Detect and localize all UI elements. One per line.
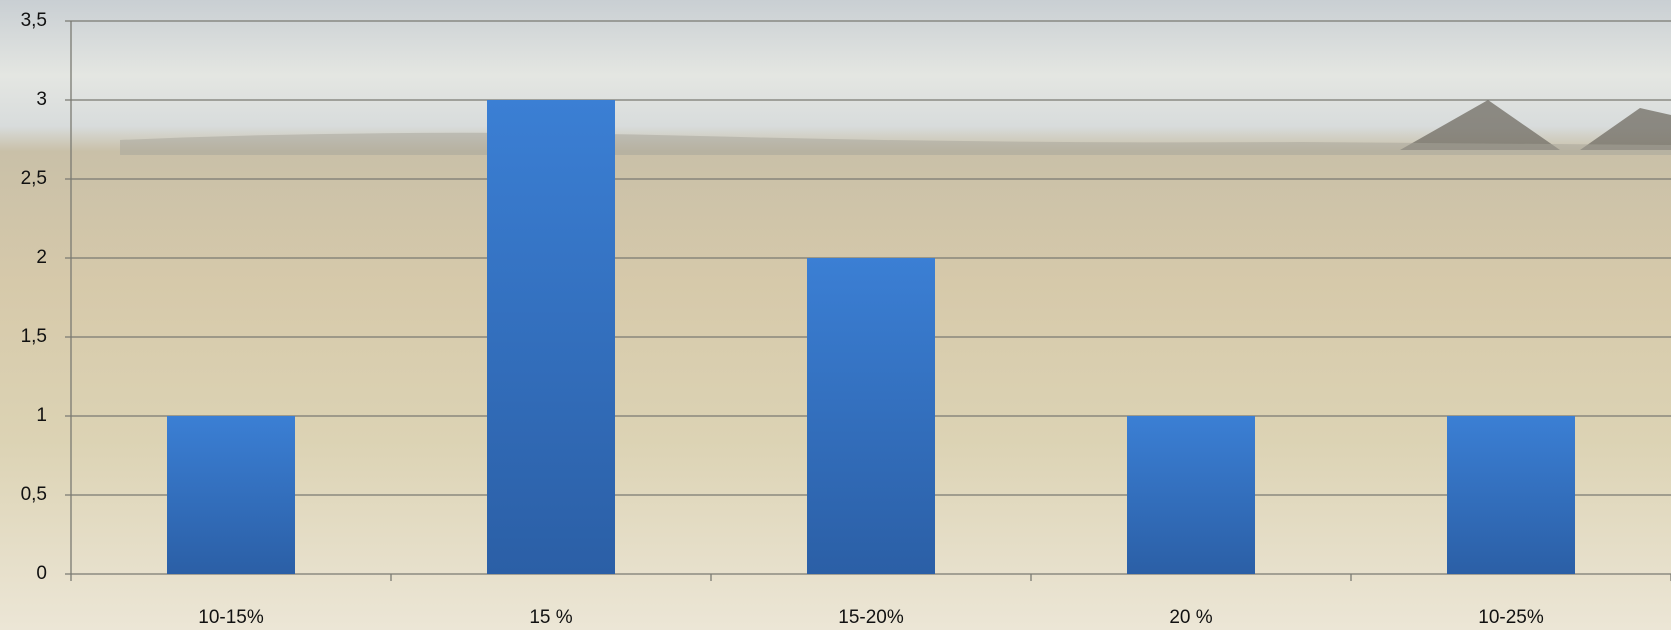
x-tick-label: 10-15% <box>198 607 264 628</box>
x-tick-label: 10-25% <box>1478 607 1544 628</box>
y-tick-label: 0,5 <box>21 484 47 505</box>
bar <box>807 258 935 574</box>
bar <box>1447 416 1575 574</box>
bar <box>487 100 615 574</box>
y-tick-label: 0 <box>36 563 47 584</box>
y-tick-label: 3,5 <box>21 10 47 31</box>
y-tick-label: 2,5 <box>21 168 47 189</box>
y-tick-label: 2 <box>36 247 47 268</box>
y-tick-label: 3 <box>36 89 47 110</box>
y-tick-label: 1 <box>36 405 47 426</box>
bar <box>167 416 295 574</box>
bar <box>1127 416 1255 574</box>
x-tick-label: 15-20% <box>838 607 904 628</box>
hills <box>1400 100 1671 150</box>
x-tick-label: 20 % <box>1169 607 1212 628</box>
x-tick-label: 15 % <box>529 607 572 628</box>
y-tick-label: 1,5 <box>21 326 47 347</box>
